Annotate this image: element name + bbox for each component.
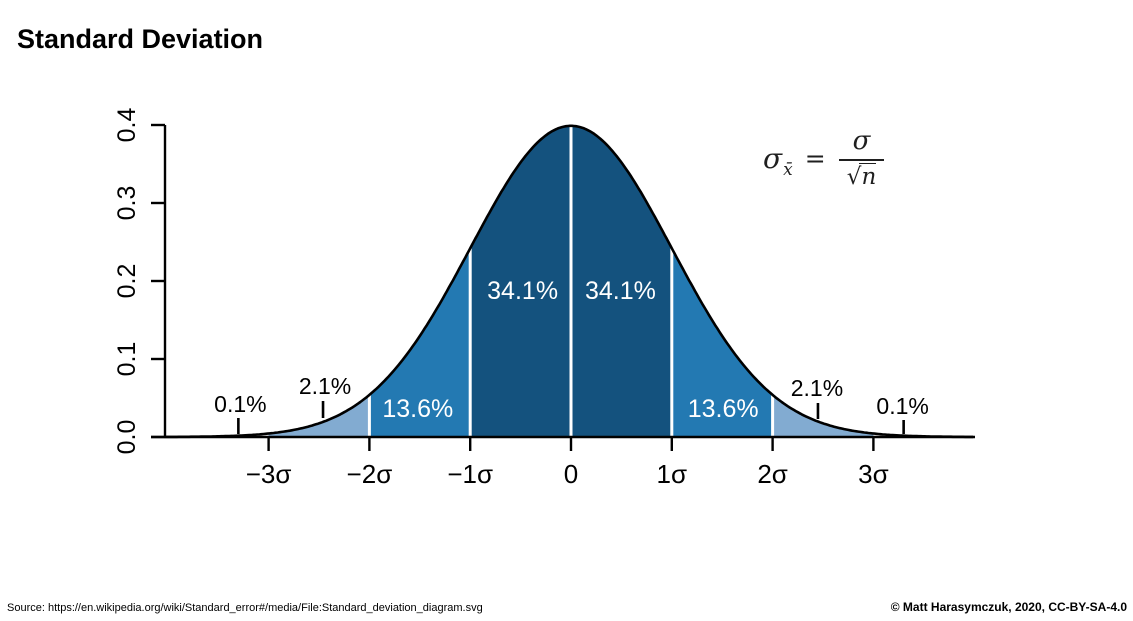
- source-citation: Source: https://en.wikipedia.org/wiki/St…: [7, 602, 483, 614]
- formula-fraction: σ √n: [838, 126, 885, 190]
- formula-equals: =: [804, 143, 826, 173]
- y-tick-label-1: 0.1: [113, 342, 141, 377]
- band-fill-4-2.1%: [268, 394, 370, 437]
- y-tick-label-0: 0.0: [113, 420, 141, 455]
- y-tick-label-4: 0.4: [113, 108, 141, 143]
- formula-numerator: σ: [838, 126, 885, 161]
- copyright-notice: © Matt Harasymczuk, 2020, CC-BY-SA-4.0: [890, 600, 1127, 614]
- callout-percent-label-0: 0.1%: [214, 391, 266, 417]
- x-tick-label-6: 3σ: [858, 459, 889, 489]
- x-tick-label-5: 2σ: [757, 459, 788, 489]
- formula-lhs: σx̄: [763, 141, 793, 180]
- formula-denominator: √n: [839, 161, 885, 190]
- band-percent-label-0: 34.1%: [487, 277, 558, 305]
- standard-error-formula: σx̄ = σ √n: [763, 126, 885, 190]
- y-tick-label-2: 0.2: [113, 264, 141, 299]
- band-fill-5-2.1%: [772, 394, 874, 437]
- formula-radicand: n: [859, 163, 877, 190]
- x-tick-label-3: 0: [564, 459, 578, 489]
- band-percent-label-3: 13.6%: [688, 395, 759, 423]
- callout-percent-label-2: 2.1%: [791, 375, 843, 401]
- x-tick-label-2: −1σ: [447, 459, 493, 489]
- normal-curve: [164, 124, 974, 439]
- page-title: Standard Deviation: [17, 24, 264, 54]
- callout-percent-label-1: 2.1%: [299, 373, 351, 399]
- band-percent-label-2: 13.6%: [382, 395, 453, 423]
- x-tick-label-1: −2σ: [347, 459, 393, 489]
- x-tick-label-0: −3σ: [246, 459, 292, 489]
- radical-sign: √: [846, 164, 862, 190]
- y-tick-label-3: 0.3: [113, 186, 141, 221]
- callout-percent-label-3: 0.1%: [876, 393, 928, 419]
- x-tick-label-4: 1σ: [657, 459, 688, 489]
- formula-subscript: x̄: [783, 159, 793, 180]
- band-percent-label-1: 34.1%: [585, 277, 656, 305]
